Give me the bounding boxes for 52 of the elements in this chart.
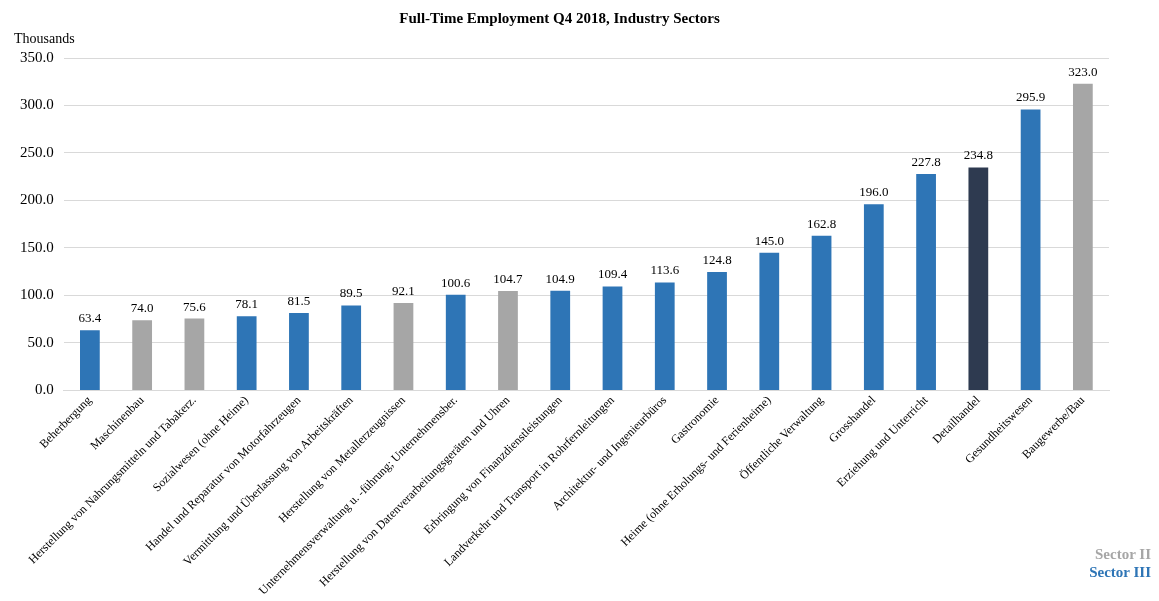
data-label: 100.6 — [441, 274, 471, 290]
bar — [759, 252, 780, 390]
data-label: 81.5 — [287, 292, 311, 308]
data-label: 145.0 — [754, 232, 784, 248]
y-tick-label: 50.0 — [27, 333, 54, 350]
bar — [445, 294, 466, 390]
data-label: 323.0 — [1068, 63, 1098, 79]
text: Sector III — [1089, 563, 1151, 581]
bar — [654, 282, 675, 390]
bar — [550, 290, 571, 390]
bar — [393, 302, 414, 390]
bar — [707, 271, 727, 390]
bar — [132, 320, 153, 390]
data-label: 227.8 — [911, 153, 941, 169]
data-label: 89.5 — [339, 285, 363, 301]
bar — [341, 305, 362, 390]
data-label: 124.8 — [702, 251, 732, 267]
data-label: 295.9 — [1015, 89, 1046, 105]
data-label: 113.6 — [650, 262, 680, 278]
data-label: 78.1 — [235, 296, 259, 312]
data-label: 74.0 — [130, 300, 154, 316]
bar — [968, 167, 989, 390]
bar — [289, 313, 309, 390]
data-label: 75.6 — [183, 298, 207, 314]
bar — [184, 318, 205, 390]
text: Sector II — [1094, 545, 1151, 563]
y-tick-label: 100.0 — [20, 286, 54, 303]
data-label: 104.7 — [493, 270, 524, 286]
bar — [1020, 109, 1041, 390]
data-label: 63.4 — [78, 310, 102, 326]
data-label: 104.9 — [545, 270, 575, 286]
bar — [80, 330, 100, 390]
bar — [863, 204, 884, 390]
chart-title: Full-Time Employment Q4 2018, Industry Sectors — [399, 9, 720, 26]
y-tick-label: 200.0 — [20, 191, 54, 208]
y-tick-label: 350.0 — [20, 48, 54, 65]
y-tick-label: 0.0 — [35, 381, 54, 398]
data-label: 162.8 — [806, 215, 837, 231]
bar — [811, 235, 832, 390]
data-label: 196.0 — [859, 184, 889, 200]
data-label: 92.1 — [392, 282, 415, 298]
bar — [498, 290, 518, 390]
y-tick-label: 250.0 — [20, 143, 54, 160]
data-label: 234.8 — [963, 147, 993, 163]
y-tick-label: 150.0 — [20, 238, 54, 255]
bar — [236, 316, 257, 390]
data-label: 109.4 — [597, 266, 628, 282]
bar — [916, 174, 936, 390]
y-axis-title: Thousands — [14, 30, 75, 46]
bar — [602, 286, 623, 390]
bar — [1072, 83, 1093, 390]
y-tick-label: 300.0 — [20, 96, 54, 113]
